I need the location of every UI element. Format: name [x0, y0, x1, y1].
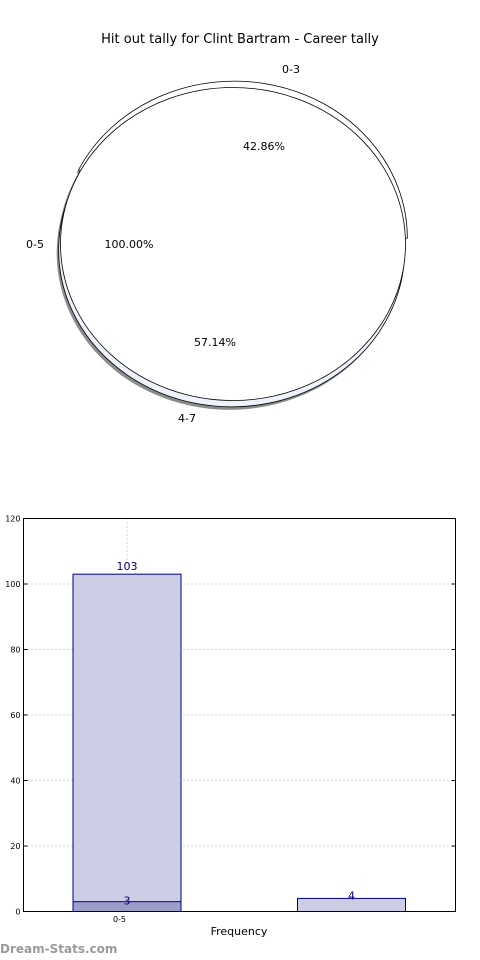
- bar-total-0: [72, 573, 182, 912]
- pie-slice-label-0-5: 0-5: [26, 238, 44, 251]
- pie-slice-label-4-7: 4-7: [178, 412, 196, 425]
- watermark: Dream-Stats.com: [0, 942, 118, 956]
- bar-y-ticks: 0 20 40 60 80 100 120: [5, 515, 456, 917]
- bar-data-label-4: 4: [348, 889, 355, 902]
- pie-chart: 0-3 42.86% 4-7 57.14% 0-5 100.00%: [26, 63, 408, 425]
- pie-slice-0-5: [60, 87, 406, 401]
- bar-plot-frame: [23, 518, 456, 912]
- pie-slice-pct-0-3: 42.86%: [243, 140, 285, 153]
- bar-y-tick-label-100: 100: [5, 580, 20, 589]
- bar-y-tick-label-80: 80: [10, 646, 20, 655]
- bar-marks: 103 3 4: [72, 560, 406, 913]
- bar-data-label-103: 103: [117, 560, 138, 573]
- bar-chart: 0 20 40 60 80 100 120 103 3 4 0-5 Frequency: [5, 515, 456, 938]
- bar-y-tick-label-120: 120: [5, 515, 20, 524]
- bar-y-tick-label-0: 0: [15, 908, 20, 917]
- pie-slice-label-0-3: 0-3: [282, 63, 300, 76]
- bar-y-tick-label-40: 40: [10, 777, 20, 786]
- pie-slice-pct-0-5: 100.00%: [105, 238, 154, 251]
- bar-y-tick-label-20: 20: [10, 842, 20, 851]
- pie-slice-pct-4-7: 57.14%: [194, 336, 236, 349]
- bar-category-label-0-5: 0-5: [113, 915, 126, 924]
- pie-title: Hit out tally for Clint Bartram - Career…: [101, 32, 379, 47]
- bar-y-tick-label-60: 60: [10, 711, 20, 720]
- bar-data-label-3: 3: [124, 895, 131, 908]
- bar-x-axis-label: Frequency: [211, 925, 268, 938]
